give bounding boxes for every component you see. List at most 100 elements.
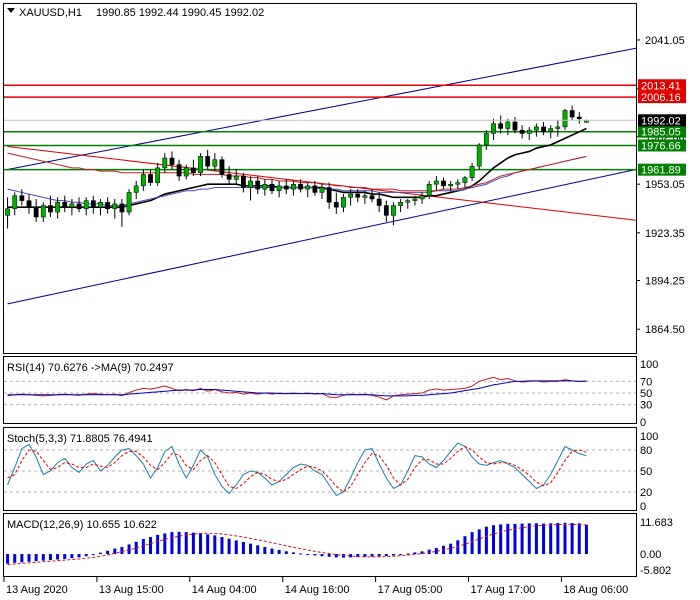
- candle: [405, 198, 411, 209]
- candle-body: [5, 208, 10, 216]
- candle-body: [541, 126, 546, 133]
- candle-body: [433, 180, 439, 185]
- time-tick-label: 13 Aug 2020: [6, 584, 68, 596]
- candle-body: [441, 180, 446, 187]
- candle-body: [155, 167, 161, 183]
- moving-average-line: [7, 155, 587, 207]
- candle-body: [90, 200, 96, 208]
- candle-body: [69, 203, 75, 208]
- candle-body: [26, 200, 32, 208]
- candle: [190, 159, 196, 177]
- price-pane-frame: [3, 3, 637, 354]
- candle: [83, 197, 89, 216]
- candle: [448, 180, 454, 191]
- macd-histogram-bar: [149, 537, 152, 555]
- macd-histogram-bar: [399, 554, 403, 556]
- candle: [441, 177, 446, 190]
- macd-histogram-bar: [127, 544, 131, 555]
- macd-tick-label: 11.683: [640, 517, 673, 529]
- candle: [541, 121, 546, 136]
- macd-histogram-bar: [513, 523, 517, 555]
- candle-body: [233, 175, 239, 180]
- candle: [433, 176, 439, 191]
- indicator-tick-label: 30: [640, 400, 652, 412]
- candle-body: [383, 205, 389, 216]
- candle: [276, 180, 282, 198]
- candle: [169, 151, 175, 170]
- macd-signal-line: [7, 523, 587, 566]
- candle: [355, 189, 361, 203]
- candle: [348, 189, 353, 206]
- candle-body: [512, 121, 518, 131]
- candle: [305, 182, 311, 198]
- macd-histogram-bar: [584, 524, 588, 555]
- candle: [255, 176, 261, 195]
- candle-body: [534, 126, 539, 131]
- last-price-badge: [638, 114, 686, 127]
- macd-histogram-bar: [391, 554, 395, 556]
- candle-body: [362, 195, 368, 198]
- macd-histogram-bar: [141, 538, 145, 555]
- candle-body: [33, 206, 39, 218]
- macd-histogram-bar: [256, 545, 260, 555]
- candle: [5, 197, 10, 229]
- candle: [326, 182, 332, 209]
- candle-body: [412, 198, 418, 201]
- macd-histogram-bar: [263, 546, 267, 555]
- candle: [98, 198, 103, 216]
- macd-histogram-bar: [463, 536, 467, 555]
- macd-tick-label: -5.802: [640, 565, 671, 577]
- candle: [148, 169, 153, 186]
- macd-histogram-bar: [549, 523, 553, 555]
- candle-body: [341, 197, 346, 208]
- candle: [369, 189, 375, 203]
- macd-pane: 11.683 0.00 -5.802: [6, 517, 673, 577]
- candle-body: [355, 193, 361, 198]
- candle-body: [19, 195, 25, 201]
- candle: [469, 162, 475, 181]
- candle-body: [248, 180, 253, 188]
- macd-histogram-bar: [277, 549, 281, 555]
- macd-histogram-bar: [334, 554, 338, 558]
- macd-histogram-bar: [542, 523, 546, 555]
- macd-histogram-bar: [98, 552, 102, 555]
- macd-histogram-bar: [320, 554, 324, 557]
- candle-body: [376, 198, 382, 206]
- candle-body: [491, 123, 496, 134]
- candle: [226, 166, 232, 185]
- macd-histogram-bar: [449, 543, 453, 555]
- candle-body: [212, 159, 218, 167]
- macd-histogram-bar: [434, 548, 438, 555]
- macd-histogram-bar: [177, 531, 181, 555]
- macd-histogram-bar: [91, 554, 95, 556]
- trend-line: [7, 47, 637, 170]
- macd-histogram-bar: [241, 541, 245, 555]
- candle-body: [183, 167, 189, 177]
- macd-histogram-bar: [184, 532, 188, 555]
- candle-body: [55, 202, 60, 213]
- ohlc-readout: 1990.85 1992.44 1990.45 1992.02: [96, 7, 264, 19]
- time-tick-label: 14 Aug 04:00: [192, 584, 257, 596]
- candle-body: [62, 202, 68, 208]
- candle-body: [176, 164, 182, 177]
- macd-histogram-bar: [556, 523, 560, 555]
- candle: [162, 153, 168, 173]
- candle: [505, 118, 511, 136]
- indicator-tick-label: 100: [640, 359, 658, 371]
- candle: [62, 195, 68, 213]
- candle-body: [312, 185, 318, 193]
- candle: [555, 120, 561, 137]
- candle-body: [162, 157, 168, 169]
- candle-body: [169, 157, 175, 165]
- candle: [26, 194, 32, 214]
- candle: [391, 202, 396, 226]
- macd-histogram-bar: [370, 554, 374, 557]
- stoch-pane: 100 80 50 20 0: [4, 431, 658, 513]
- time-tick-label: 18 Aug 06:00: [563, 584, 628, 596]
- indicator-tick-label: 100: [640, 431, 658, 443]
- price-level-badge: [638, 79, 686, 92]
- candle-body: [105, 202, 111, 210]
- macd-histogram-bar: [327, 554, 331, 557]
- candle: [534, 123, 539, 137]
